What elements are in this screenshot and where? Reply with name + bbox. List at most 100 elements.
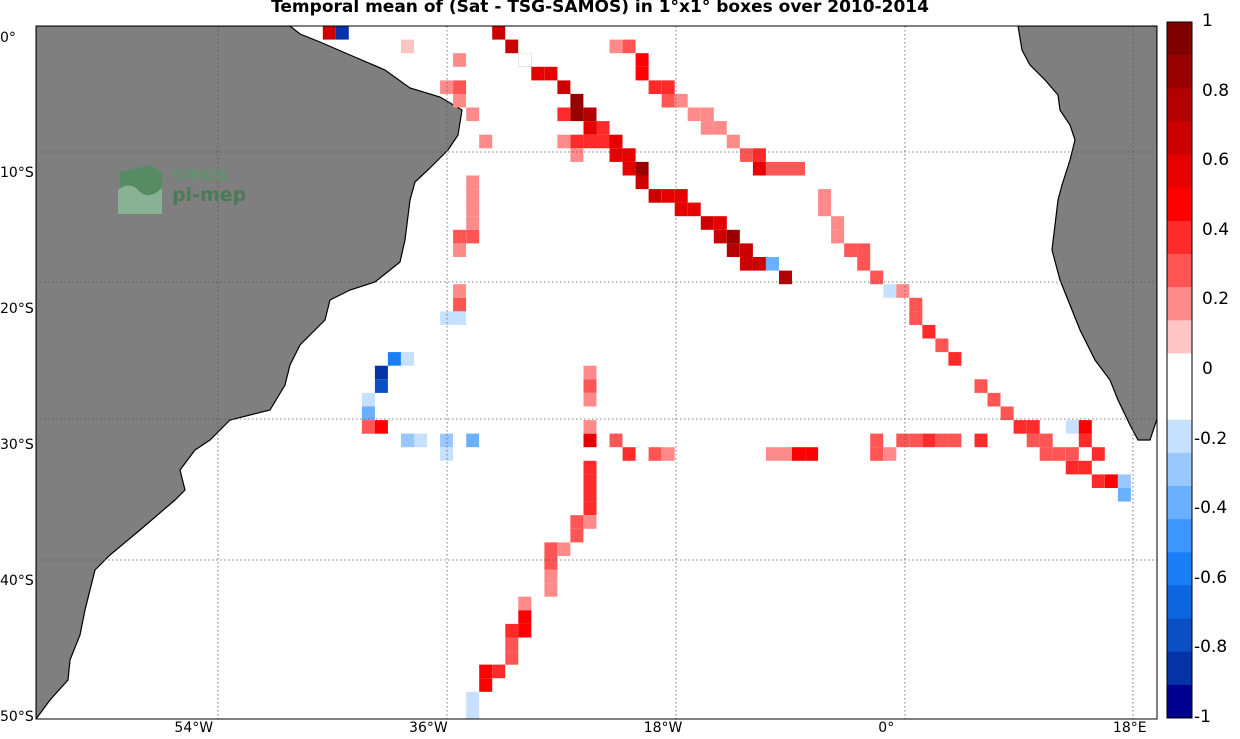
heatmap-cell: [518, 623, 532, 638]
heatmap-cell: [570, 515, 584, 529]
gridlines: [36, 26, 1157, 719]
x-tick-label: 18°E: [1112, 720, 1147, 736]
heatmap-cell: [570, 93, 584, 108]
colorbar-swatch: [1167, 618, 1192, 653]
heatmap-cell: [466, 202, 480, 217]
heatmap-cell: [440, 324, 454, 339]
heatmap-cell: [687, 107, 701, 122]
heatmap-cell: [544, 66, 558, 81]
heatmap-cell: [583, 392, 597, 407]
colorbar-swatch: [1167, 353, 1192, 387]
heatmap-cell: [752, 148, 766, 162]
heatmap-cell: [896, 433, 910, 448]
heatmap-cell: [466, 107, 480, 122]
heatmap-cell: [583, 121, 597, 135]
x-tick-label: 36°W: [409, 720, 448, 736]
heatmap-cell: [700, 216, 714, 230]
heatmap-cell: [531, 66, 545, 81]
heatmap-cell: [974, 379, 988, 393]
heatmap-cell: [1065, 460, 1079, 475]
heatmap-cell: [674, 93, 688, 108]
heatmap-cell: [544, 569, 558, 584]
heatmap-cell: [674, 189, 688, 203]
heatmap-cell: [713, 121, 727, 135]
heatmap-cell: [622, 447, 636, 461]
colorbar-tick-label: -0.6: [1194, 567, 1228, 588]
logo-text-smos: smos: [172, 163, 228, 185]
heatmap-cell: [492, 664, 506, 679]
heatmap-cell: [948, 433, 962, 448]
heatmap-cell: [453, 243, 467, 257]
heatmap-cell: [570, 107, 584, 122]
colorbar-swatch: [1167, 651, 1192, 686]
heatmap-cell: [583, 379, 597, 393]
heatmap-cell: [844, 243, 858, 257]
heatmap-cell: [583, 433, 597, 448]
heatmap-cell: [466, 433, 480, 448]
plot-frame: [35, 25, 1158, 720]
heatmap-cell: [479, 433, 493, 448]
heatmap-cell: [713, 229, 727, 244]
heatmap-cell: [583, 474, 597, 488]
x-tick-label: 54°W: [174, 720, 214, 736]
colorbar-swatch: [1167, 684, 1192, 719]
heatmap-cell: [766, 161, 779, 176]
heatmap-cell: [361, 406, 375, 421]
heatmap-cell: [818, 189, 832, 203]
heatmap-cell: [661, 93, 675, 108]
heatmap-cell: [609, 433, 623, 448]
colorbar-swatch: [1167, 154, 1192, 189]
colorbar: [1167, 22, 1192, 719]
heatmap-cell: [401, 433, 414, 448]
heatmap-cell: [505, 637, 519, 652]
heatmap-cell: [466, 175, 480, 190]
heatmap-cell: [766, 447, 779, 461]
heatmap-cell: [752, 257, 766, 271]
heatmap-cell: [453, 229, 467, 244]
colorbar-swatch: [1167, 121, 1192, 155]
heatmap-cell: [466, 216, 480, 230]
colorbar-tick-label: -1: [1194, 707, 1211, 727]
heatmap-cell: [1000, 406, 1014, 421]
colorbar-tick-label: -0.8: [1194, 637, 1228, 658]
x-tick-label: 0°: [878, 720, 895, 736]
colorbar-swatch: [1167, 22, 1192, 56]
colorbar-swatch: [1167, 419, 1192, 454]
heatmap-cell: [518, 610, 532, 624]
colorbar-tick-label: -0.4: [1194, 498, 1228, 519]
heatmap-cell: [1039, 447, 1053, 461]
colorbar-swatch: [1167, 320, 1192, 354]
heatmap-cell: [752, 161, 766, 176]
heatmap-cell: [922, 324, 936, 339]
heatmap-cell: [387, 433, 401, 448]
heatmap-cell: [479, 664, 493, 679]
colorbar-swatch: [1167, 552, 1192, 586]
heatmap-cell: [361, 420, 375, 434]
heatmap-cell: [739, 243, 753, 257]
heatmap-cell: [374, 365, 388, 380]
heatmap-cell: [583, 515, 597, 529]
heatmap-cell: [557, 80, 571, 94]
heatmap-cell: [609, 148, 623, 162]
heatmap-cell: [896, 284, 910, 298]
heatmap-cells: [322, 26, 1131, 719]
heatmap-cell: [374, 379, 388, 393]
heatmap-cell: [870, 270, 884, 285]
heatmap-cell: [857, 243, 871, 257]
colorbar-swatch: [1167, 452, 1192, 487]
heatmap-cell: [1078, 420, 1092, 434]
heatmap-cell: [661, 189, 675, 203]
heatmap-cell: [557, 107, 571, 122]
heatmap-cell: [857, 257, 871, 271]
heatmap-cell: [583, 365, 597, 380]
heatmap-cell: [531, 433, 545, 448]
heatmap-cell: [570, 134, 584, 149]
heatmap-cell: [453, 311, 467, 325]
heatmap-cell: [1117, 474, 1131, 488]
heatmap-cell: [374, 26, 388, 40]
heatmap-cell: [505, 651, 519, 665]
heatmap-cell: [414, 433, 427, 448]
heatmap-cell: [622, 148, 636, 162]
heatmap-cell: [661, 447, 675, 461]
